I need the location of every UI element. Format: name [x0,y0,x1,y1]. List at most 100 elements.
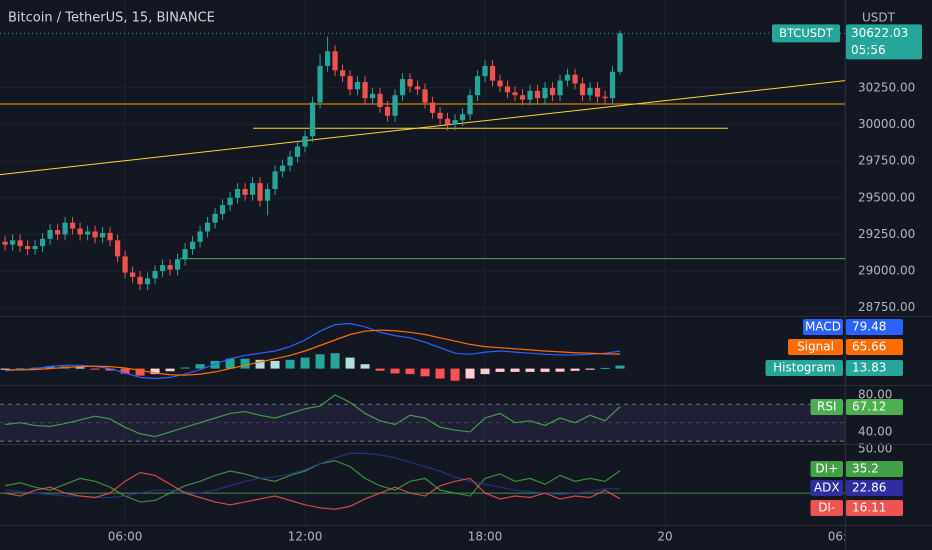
candle-body [384,106,391,116]
x-tick-label: 18:00 [468,530,503,544]
candle-body [369,93,376,99]
candle-body [264,189,271,201]
drawing-line [0,80,846,176]
indicator-line [5,452,621,499]
indicator-line [4,460,621,503]
candle-body [339,70,346,77]
candle-body [62,222,68,235]
candle-body [302,136,308,147]
histogram-bar [15,368,25,370]
legend-tag [765,360,843,376]
legend-tag [810,480,843,496]
chart-title: Bitcoin / TetherUS, 15, BINANCE [8,11,215,26]
y-tick-label: 50.00 [858,441,892,455]
candle-body [587,87,593,96]
last-price-label: 30622.03 [851,26,908,40]
candle-body [534,90,541,99]
candle-body [609,71,616,99]
candle-body [294,146,301,157]
legend-tag [810,461,843,477]
candle-body [407,79,413,87]
candle-body [167,265,173,270]
price-axis-cover [846,526,932,550]
candle-body [324,51,331,66]
histogram-bar [150,368,160,375]
candle-body [122,256,128,273]
histogram-bar [495,368,505,372]
indicator-line [5,322,621,380]
candle-body [24,246,31,250]
y-tick-label: 29750.00 [858,154,915,168]
value-label: 35.2 [852,462,879,476]
candle-body [174,259,181,270]
histogram-bar [285,359,295,369]
histogram-bar [240,358,250,369]
symbol-label: BTCUSDT [779,26,834,40]
candle-body [272,171,278,189]
candle-body [249,183,256,195]
candle-body [332,51,338,71]
candle-body [347,76,353,90]
histogram-bar [360,364,370,369]
candle-body [579,83,586,96]
candle-body [437,112,443,119]
value-tag [846,500,903,516]
last-price-tag [846,24,922,60]
candle-body [197,231,203,242]
candle-body [429,102,436,113]
candle-body [212,213,218,223]
histogram-bar [225,358,235,369]
histogram-bar [315,354,325,369]
countdown-label: 05:56 [851,43,886,57]
candle-body [69,222,76,229]
value-tag [846,480,903,496]
currency-label: USDT [862,11,896,25]
value-label: 13.83 [852,361,886,375]
candle-body [152,271,158,279]
candle-body [182,249,188,260]
candle-body [617,33,623,72]
candle-body [467,95,473,115]
y-tick-label: 29500.00 [858,190,915,204]
x-tick-label: 12:00 [288,530,323,544]
histogram-bar [525,368,535,372]
candle-body [444,118,451,125]
histogram-bar [585,368,595,370]
candle-body [572,74,578,84]
candle-body [47,230,53,239]
candle-body [542,87,548,99]
histogram-bar [300,357,310,369]
candle-body [257,183,263,201]
candle-body [474,76,481,96]
rsi-band [0,404,845,442]
candle-body [452,120,458,125]
y-tick-label: 40.00 [858,424,892,438]
histogram-bar [90,368,100,370]
candle-body [2,241,8,245]
histogram-bar [255,359,265,369]
legend-tag [788,339,843,355]
value-tag [846,360,903,376]
candle-body [279,165,286,172]
legend-tag [803,319,843,335]
legend-tag [810,399,843,415]
candle-body [17,240,23,247]
y-tick-label: 28750.00 [858,300,915,314]
candle-body [204,222,211,232]
candle-body [422,89,428,103]
value-label: 65.66 [852,340,886,354]
histogram-bar [270,360,280,369]
candle-body [32,246,38,250]
candle-body [362,82,368,99]
y-tick-label: 30000.00 [858,117,915,131]
candle-body [234,189,241,198]
x-tick-label: 20 [657,530,672,544]
candle-body [287,156,293,166]
value-tag [846,399,903,415]
histogram-bar [540,368,550,372]
value-label: 67.12 [852,400,886,414]
y-tick-label: 30250.00 [858,80,915,94]
legend-label: MACD [805,320,841,334]
y-tick-label: 29000.00 [858,264,915,278]
histogram-bar [180,367,190,369]
